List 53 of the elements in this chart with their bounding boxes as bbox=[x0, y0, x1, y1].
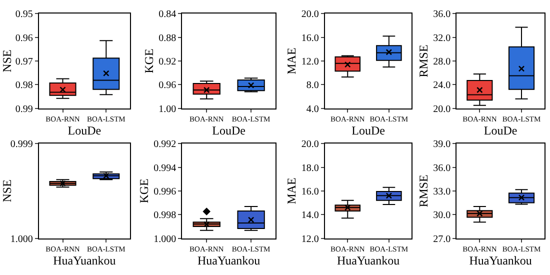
y-tick-label: 33.0 bbox=[433, 186, 451, 198]
y-tick-label: 20.0 bbox=[301, 9, 319, 20]
y-tick-label: 0.994 bbox=[154, 162, 176, 174]
y-tick-label: 18.0 bbox=[301, 162, 319, 174]
y-axis-title: RMSE bbox=[416, 44, 430, 78]
y-tick-label: 32.0 bbox=[433, 32, 451, 44]
y-tick-label: 28.0 bbox=[433, 56, 451, 68]
x-axis-title: HuaYuankou bbox=[336, 253, 400, 268]
y-tick-label: 0.98 bbox=[15, 80, 33, 92]
y-axis-title: NSE bbox=[0, 50, 14, 72]
y-tick-label: 12.0 bbox=[301, 56, 319, 68]
y-axis-title: MAE bbox=[284, 48, 299, 74]
y-tick-label: 24.0 bbox=[433, 80, 451, 92]
y-tick-label: 14.0 bbox=[301, 210, 319, 222]
y-tick-label: 0.996 bbox=[154, 186, 176, 198]
y-tick-label: 1.000 bbox=[10, 234, 33, 245]
x-axis-title: HuaYuankou bbox=[469, 253, 532, 268]
y-tick-label: 36.0 bbox=[433, 9, 451, 20]
y-tick-label: 1.000 bbox=[154, 234, 176, 245]
y-tick-label: 36.0 bbox=[433, 162, 451, 174]
x-axis-title: LouDe bbox=[212, 123, 246, 138]
y-tick-label: 12.0 bbox=[301, 234, 319, 245]
y-tick-label: 16.0 bbox=[301, 186, 319, 198]
y-axis-title: MAE bbox=[284, 178, 299, 204]
x-axis-title: LouDe bbox=[484, 123, 518, 138]
y-tick-label: 0.84 bbox=[158, 9, 176, 20]
y-tick-label: 0.96 bbox=[15, 32, 33, 44]
y-tick-label: 8.0 bbox=[306, 80, 319, 92]
x-axis-title: LouDe bbox=[68, 123, 102, 138]
y-tick-label: 0.96 bbox=[158, 80, 176, 92]
y-tick-label: 0.998 bbox=[154, 210, 176, 222]
x-axis-title: LouDe bbox=[352, 123, 385, 138]
y-tick-label: 39.0 bbox=[433, 139, 451, 150]
y-tick-label: 0.88 bbox=[158, 32, 176, 44]
y-tick-label: 0.99 bbox=[15, 104, 33, 115]
y-tick-label: 4.0 bbox=[306, 104, 319, 115]
y-tick-label: 0.95 bbox=[15, 9, 33, 20]
x-axis-title: HuaYuankou bbox=[198, 253, 260, 268]
y-axis-title: RMSE bbox=[416, 174, 430, 208]
y-tick-label: 0.992 bbox=[154, 139, 176, 150]
y-axis-title: KGE bbox=[142, 48, 156, 74]
y-tick-label: 1.00 bbox=[158, 104, 176, 115]
x-axis-title: HuaYuankou bbox=[53, 253, 116, 268]
y-axis-title: KGE bbox=[136, 178, 151, 204]
y-tick-label: 0.92 bbox=[158, 56, 176, 68]
y-tick-label: 30.0 bbox=[433, 210, 451, 222]
y-tick-label: 27.0 bbox=[433, 234, 451, 245]
y-axis-title: NSE bbox=[0, 180, 14, 202]
y-tick-label: 20.0 bbox=[433, 104, 451, 115]
y-tick-label: 0.999 bbox=[10, 139, 33, 150]
y-tick-label: 0.97 bbox=[15, 56, 33, 68]
y-tick-label: 16.0 bbox=[301, 32, 319, 44]
y-tick-label: 20.0 bbox=[301, 139, 319, 150]
